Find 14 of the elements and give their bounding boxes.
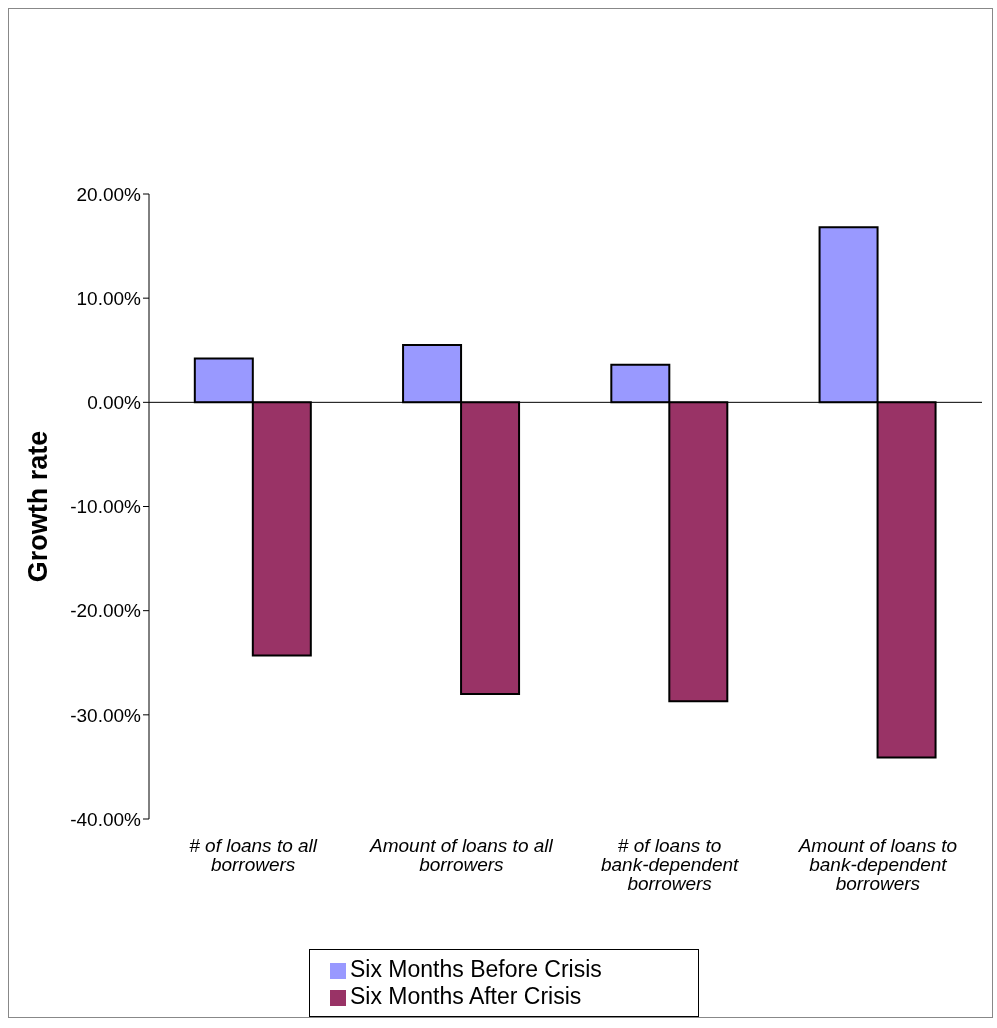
x-tick-label: # of loans to bank-dependent borrowers xyxy=(600,835,740,895)
y-tick-label: 10.00% xyxy=(76,287,142,309)
y-tick-label: -10.00% xyxy=(70,496,142,518)
y-tick-label: -30.00% xyxy=(70,704,142,726)
y-axis-title: Growth rate xyxy=(22,430,53,583)
x-tick-label: Amount of loans to all borrowers xyxy=(369,835,554,876)
y-tick-label: 0.00% xyxy=(87,392,142,414)
x-tick-label: Amount of loans to bank-dependent borrowers xyxy=(797,835,958,895)
y-tick-label: -20.00% xyxy=(70,600,142,622)
x-tick-label: # of loans to all borrowers xyxy=(189,835,318,876)
legend-label: Six Months Before Crisis xyxy=(350,956,602,982)
y-tick-label: 20.00% xyxy=(76,183,142,205)
legend-label: Six Months After Crisis xyxy=(350,983,582,1009)
y-tick-label: -40.00% xyxy=(70,808,142,830)
